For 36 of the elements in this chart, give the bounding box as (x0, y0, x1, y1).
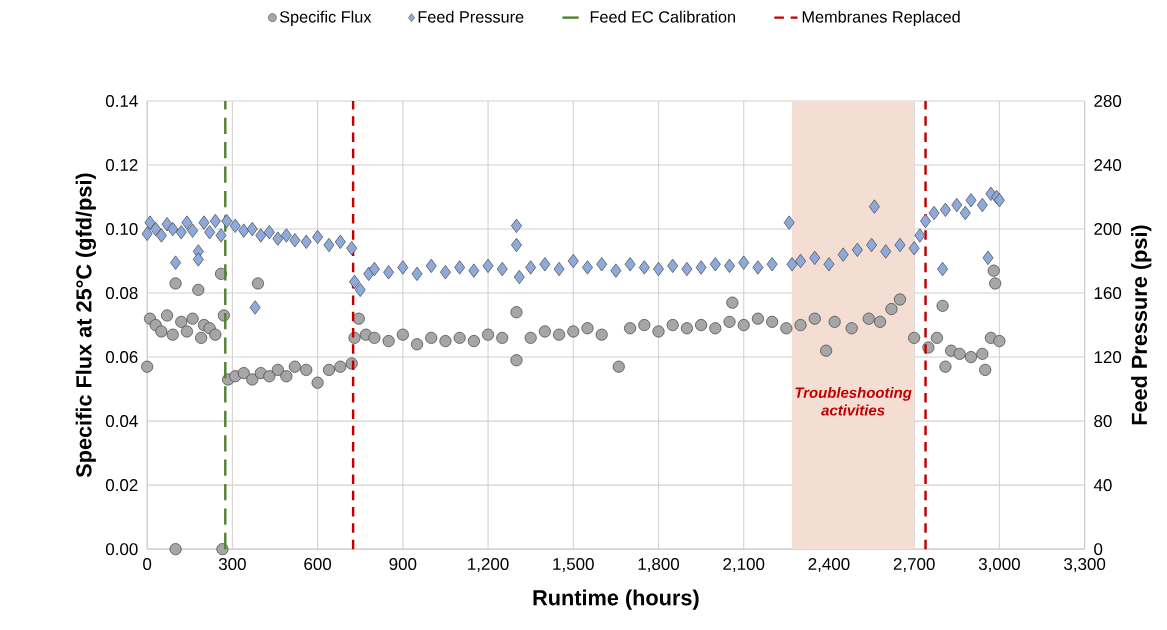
y2-tick-label: 240 (1094, 159, 1122, 172)
y-tick-label: 0.12 (105, 159, 138, 172)
x-tick-label: 1,500 (553, 558, 594, 573)
y2-tick-label: 40 (1093, 479, 1112, 492)
legend-label: Specific Flux (279, 10, 372, 27)
y2-tick-label: 80 (1094, 415, 1112, 428)
y2-tick-label: 0 (1094, 543, 1103, 556)
x-tick-label: 2,700 (893, 558, 935, 573)
y-tick-label: 0.10 (105, 223, 138, 236)
y-axis-title: Specific Flux at 25°C (gfd/psi) (75, 173, 96, 478)
legend-label: Membranes Replaced (802, 10, 960, 27)
x-tick-label: 900 (389, 558, 417, 571)
x-tick-label: 1,200 (468, 558, 509, 573)
y2-axis-title: Feed Pressure (psi) (1131, 225, 1152, 425)
y-tick-label: 0.08 (105, 287, 138, 300)
y-tick-label: 0.00 (105, 543, 138, 556)
x-tick-label: 3,000 (978, 558, 1020, 573)
band-label: Troubleshooting activities (795, 387, 912, 416)
x-tick-label: 3,300 (1064, 558, 1106, 573)
y2-tick-label: 160 (1094, 287, 1122, 300)
y2-tick-label: 280 (1094, 95, 1122, 108)
y-tick-label: 0.04 (105, 415, 138, 428)
y2-tick-label: 120 (1094, 351, 1122, 364)
x-tick-label: 1,800 (638, 558, 680, 573)
x-tick-label: 2,400 (808, 558, 850, 573)
y-tick-label: 0.14 (105, 95, 138, 108)
legend-label: Feed Pressure (418, 10, 524, 23)
x-tick-label: 600 (304, 558, 332, 571)
x-axis-title: Runtime (hours) (533, 589, 699, 610)
x-tick-label: 300 (218, 558, 246, 571)
y2-tick-label: 200 (1094, 223, 1122, 236)
y-tick-label: 0.06 (105, 351, 138, 364)
x-tick-label: 2,100 (723, 558, 765, 573)
x-tick-label: 0 (143, 558, 152, 571)
y-tick-label: 0.02 (105, 479, 138, 492)
legend-label: Feed EC Calibration (590, 10, 735, 23)
